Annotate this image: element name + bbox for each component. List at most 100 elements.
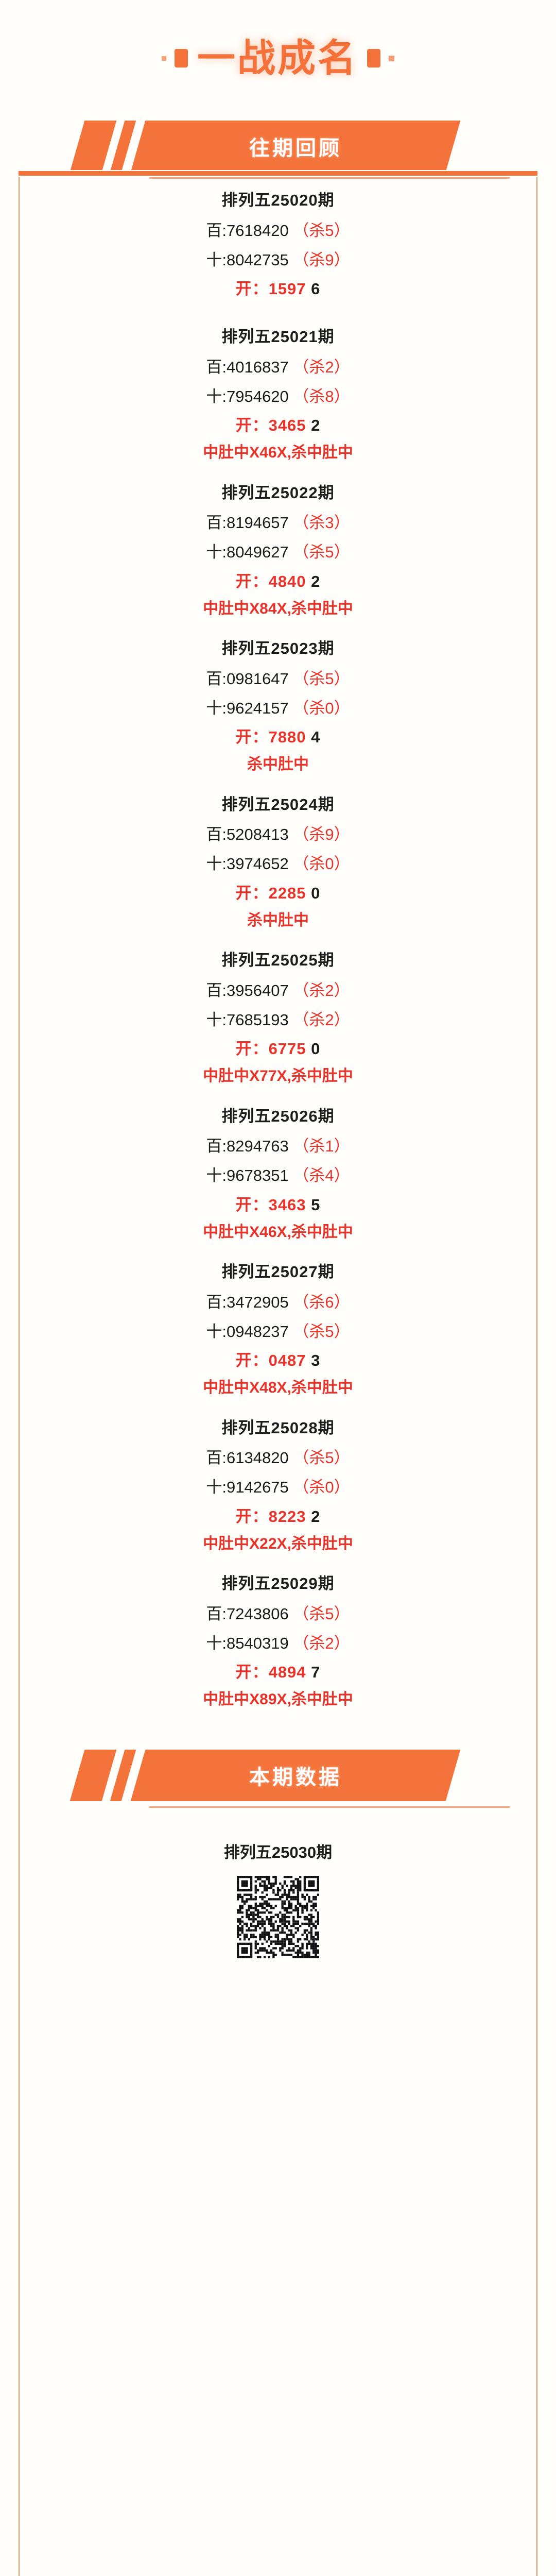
entry-result-note: 中肚中X46X,杀中肚中 [203, 444, 353, 461]
open-tail-digit: 0 [311, 884, 321, 902]
review-entry: 排列五25028期 百:6134820 （杀5） 十:9142675 （杀0） 开：8… [20, 1407, 536, 1563]
hundreds-row: 百:7243806 （杀5） [20, 1604, 536, 1624]
hundreds-row: 百:0981647 （杀5） [20, 669, 536, 689]
banner-label-review: 往期回顾 [249, 137, 342, 160]
hundreds-row: 百:5208413 （杀9） [20, 825, 536, 845]
open-main-digits: 3463 [268, 1195, 306, 1214]
hundreds-row: 百:7618420 （杀5） [20, 221, 536, 241]
hundreds-row-kill: （杀5） [288, 1604, 350, 1623]
entry-result-note: 杀中肚中 [247, 756, 309, 773]
review-entry: 排列五25023期 百:0981647 （杀5） 十:9624157 （杀0） 开：7… [20, 628, 536, 784]
square-block-icon [367, 49, 380, 67]
hundreds-row-digits: 6134820 [227, 1449, 289, 1467]
tens-row-digits: 0948237 [227, 1322, 289, 1341]
open-result-row: 开：1597 6 [20, 279, 536, 299]
hundreds-row-kill: （杀9） [288, 825, 350, 844]
hundreds-row-label: 百: [206, 221, 227, 240]
section-banner-review: 往期回顾 [0, 116, 556, 179]
entry-result-note: 中肚中X89X,杀中肚中 [203, 1691, 353, 1708]
entry-period-title: 排列五25028期 [221, 1418, 335, 1437]
open-result-row: 开：4894 7 [20, 1663, 536, 1683]
open-main-digits: 0487 [268, 1351, 306, 1370]
entry-period-title: 排列五25029期 [221, 1574, 335, 1592]
hundreds-row-label: 百: [206, 981, 227, 999]
hundreds-row-label: 百: [206, 1604, 227, 1623]
tens-row-kill: （杀8） [288, 387, 350, 405]
tens-row-digits: 8042735 [227, 250, 289, 269]
hundreds-row-label: 百: [206, 514, 227, 532]
tens-row: 十:7685193 （杀2） [20, 1010, 536, 1030]
tens-row-label: 十: [206, 1322, 227, 1341]
open-main-digits: 4894 [268, 1663, 306, 1682]
entry-result-note: 中肚中X22X,杀中肚中 [203, 1535, 353, 1552]
hundreds-row-label: 百: [206, 1293, 227, 1311]
hundreds-row-digits: 8294763 [227, 1137, 289, 1156]
open-main-digits: 7880 [268, 728, 306, 747]
hundreds-row-kill: （杀6） [288, 1293, 350, 1311]
entry-result-note: 杀中肚中 [247, 911, 309, 929]
hundreds-row-digits: 5208413 [227, 825, 289, 844]
open-label: 开： [235, 1195, 269, 1214]
review-entry: 排列五25024期 百:5208413 （杀9） 十:3974652 （杀0） 开：2… [20, 784, 536, 940]
open-tail-digit: 0 [311, 1040, 321, 1058]
open-main-digits: 6775 [268, 1040, 306, 1058]
hundreds-row-label: 百: [206, 1449, 227, 1467]
tens-row-label: 十: [206, 387, 227, 405]
entry-result-note: 中肚中X77X,杀中肚中 [203, 1067, 353, 1084]
entry-period-title: 排列五25023期 [221, 639, 335, 657]
hundreds-row-kill: （杀5） [288, 669, 350, 688]
banner-slash-large [70, 1749, 117, 1801]
open-main-digits: 3465 [268, 416, 306, 435]
entry-result-note: 中肚中X46X,杀中肚中 [203, 1223, 353, 1241]
square-dot-icon [162, 56, 166, 61]
entry-result-note: 中肚中X48X,杀中肚中 [203, 1379, 353, 1396]
tens-row-kill: （杀0） [288, 855, 350, 873]
open-label: 开： [235, 280, 269, 298]
hundreds-row-label: 百: [206, 358, 227, 376]
open-label: 开： [235, 728, 269, 747]
tens-row-digits: 8049627 [227, 543, 289, 561]
open-label: 开： [235, 572, 269, 590]
banner-rail [19, 170, 537, 177]
review-entry: 排列五25022期 百:8194657 （杀3） 十:8049627 （杀5） 开：4… [20, 472, 536, 628]
open-tail-digit: 2 [311, 416, 321, 435]
tens-row: 十:9678351 （杀4） [20, 1166, 536, 1186]
open-tail-digit: 7 [311, 1663, 321, 1682]
qr-code[interactable] [237, 1875, 319, 1958]
tens-row-kill: （杀0） [288, 699, 350, 717]
tens-row-label: 十: [206, 1478, 227, 1496]
hundreds-row-digits: 8194657 [227, 514, 289, 532]
entry-period-title: 排列五25020期 [221, 191, 335, 209]
tens-row-kill: （杀5） [288, 1322, 350, 1341]
current-period-title: 排列五25030期 [223, 1843, 333, 1861]
open-tail-digit: 4 [311, 728, 321, 747]
tens-row-label: 十: [206, 1010, 227, 1029]
hundreds-row-label: 百: [206, 1137, 227, 1156]
hero-header: 一战成名 [0, 0, 556, 116]
entry-period-title: 排列五25024期 [221, 795, 335, 814]
tens-row-label: 十: [206, 250, 227, 269]
open-result-row: 开：3463 5 [20, 1195, 536, 1215]
tens-row-digits: 9142675 [227, 1478, 289, 1496]
entry-period-title: 排列五25026期 [221, 1107, 335, 1125]
hundreds-row-kill: （杀2） [288, 981, 350, 999]
open-label: 开： [235, 884, 269, 902]
hundreds-row-digits: 0981647 [227, 669, 289, 688]
open-label: 开： [235, 416, 269, 435]
tens-row-kill: （杀9） [288, 250, 350, 269]
hundreds-row: 百:4016837 （杀2） [20, 358, 536, 378]
open-result-row: 开：2285 0 [20, 884, 536, 904]
tens-row-label: 十: [206, 543, 227, 561]
entry-period-title: 排列五25021期 [221, 328, 335, 346]
open-result-row: 开：7880 4 [20, 727, 536, 748]
open-label: 开： [235, 1040, 269, 1058]
open-main-digits: 4840 [268, 572, 306, 590]
review-entry: 排列五25021期 百:4016837 （杀2） 十:7954620 （杀8） 开：3… [20, 316, 536, 472]
open-tail-digit: 2 [311, 1507, 321, 1526]
hundreds-row: 百:8194657 （杀3） [20, 513, 536, 533]
banner-rail-thin [149, 177, 510, 179]
tens-row: 十:8042735 （杀9） [20, 250, 536, 270]
open-tail-digit: 3 [311, 1351, 321, 1370]
open-result-row: 开：4840 2 [20, 572, 536, 592]
